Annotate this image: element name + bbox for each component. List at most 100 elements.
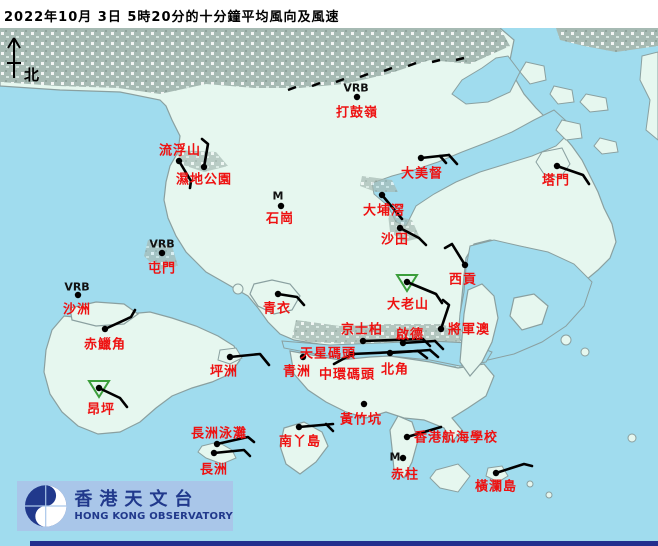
station-label-stanley: 赤柱 bbox=[390, 467, 420, 483]
wind-barb-pengchau bbox=[228, 352, 271, 367]
wind-barb-tsingyi bbox=[276, 292, 306, 307]
station-label-starferry: 天星碼頭 bbox=[299, 346, 357, 362]
station-dot-lamma bbox=[295, 423, 303, 431]
station-label-centralpier: 中環碼頭 bbox=[318, 367, 376, 383]
wind-barb-taimeituk bbox=[419, 153, 451, 160]
map-area: 北 VRB 打鼓嶺 流浮山 濕地公園 M 石崗 VRB 屯門 VRB 沙洲 赤鱲角 大美督 大埔滘 沙田 塔… bbox=[0, 28, 658, 546]
station-label-cheungchaubeach: 長洲泳灘 bbox=[190, 426, 248, 442]
station-dot-shekkong bbox=[277, 202, 285, 210]
station-label-kaitak: 啟德 bbox=[395, 327, 425, 343]
station-dot-waglan bbox=[492, 469, 500, 477]
station-label-seaschool: 香港航海學校 bbox=[413, 430, 499, 446]
stanley-peninsula bbox=[389, 415, 419, 479]
wind-barb-ngongping bbox=[97, 386, 129, 409]
station-label-wongchukhang: 黃竹坑 bbox=[339, 412, 383, 428]
wind-barb-wetlandpark bbox=[200, 137, 210, 169]
airport-island bbox=[69, 301, 140, 327]
station-dot-wongchukhang bbox=[360, 400, 368, 408]
station-label-takwuling: 打鼓嶺 bbox=[335, 105, 379, 121]
station-dot-stanley bbox=[399, 454, 407, 462]
station-dot-taimeituk bbox=[417, 154, 425, 162]
station-label-cheklapkok: 赤鱲角 bbox=[83, 337, 127, 353]
station-label-pengchau: 坪洲 bbox=[209, 364, 239, 380]
station-marker-stanley: M bbox=[389, 450, 401, 464]
islet-bluff bbox=[580, 347, 590, 357]
station-label-shachau: 沙洲 bbox=[62, 302, 92, 318]
hko-logo-bar: 香港天文台 HONG KONG OBSERVATORY bbox=[17, 481, 233, 531]
station-dot-pengchau bbox=[226, 353, 234, 361]
station-label-laufaushan: 流浮山 bbox=[158, 143, 202, 159]
station-label-tapmun: 塔門 bbox=[541, 173, 571, 189]
station-label-northpoint: 北角 bbox=[380, 362, 410, 378]
station-dot-laufaushan bbox=[175, 157, 183, 165]
ne-island-2 bbox=[549, 85, 575, 105]
station-dot-tuenmun bbox=[158, 249, 166, 257]
wind-barb-northpoint bbox=[428, 348, 440, 359]
station-dot-kingspark bbox=[359, 337, 367, 345]
hk-island bbox=[289, 350, 495, 444]
station-dot-tapmun bbox=[553, 162, 561, 170]
station-dot-seaschool bbox=[403, 433, 411, 441]
wind-barb-kaitak bbox=[401, 339, 437, 345]
taipo-urban-area bbox=[360, 176, 398, 192]
ne-island-3 bbox=[579, 93, 609, 113]
station-dot-ngongping bbox=[95, 384, 103, 392]
hko-name-chinese: 香港天文台 bbox=[74, 488, 200, 510]
station-dot-cheklapkok bbox=[101, 325, 109, 333]
station-dot-shachau bbox=[74, 291, 82, 299]
station-label-tatescairn: 大老山 bbox=[386, 297, 430, 313]
station-marker-shachau: VRB bbox=[64, 280, 90, 294]
station-dot-northpoint bbox=[386, 349, 394, 357]
islet-basalt bbox=[560, 334, 572, 346]
wind-barb-taimeituk bbox=[447, 153, 459, 166]
starling-inlet-water bbox=[451, 55, 521, 105]
wind-barb-kaitak bbox=[433, 339, 445, 351]
station-dot-takwuling bbox=[353, 93, 361, 101]
station-label-cheungchau: 長洲 bbox=[199, 462, 229, 478]
station-label-taimeituk: 大美督 bbox=[400, 166, 444, 182]
islet-se bbox=[627, 433, 637, 443]
station-dot-shatin bbox=[396, 224, 404, 232]
wind-barb-waglan bbox=[494, 462, 534, 475]
top-right-urban-area bbox=[556, 28, 658, 52]
station-dot-cheungchau bbox=[210, 449, 218, 457]
wind-barb-centralpier bbox=[332, 352, 354, 366]
station-dot-saikung bbox=[461, 261, 469, 269]
wind-barb-lamma bbox=[324, 422, 335, 433]
station-label-wetlandpark: 濕地公園 bbox=[175, 172, 233, 188]
wind-barb-tatescairn bbox=[405, 280, 444, 305]
station-label-shekkong: 石崗 bbox=[265, 211, 295, 227]
wind-barb-laufaushan bbox=[177, 159, 193, 190]
station-dot-kaitak bbox=[399, 339, 407, 347]
station-label-kingspark: 京士柏 bbox=[340, 322, 384, 338]
kausaichau-island bbox=[509, 293, 549, 331]
station-dot-greenisland bbox=[299, 353, 307, 361]
ne-island-1 bbox=[519, 61, 547, 85]
north-label: 北 bbox=[24, 66, 40, 84]
station-layer bbox=[74, 93, 591, 477]
station-label-ngongping: 昂坪 bbox=[86, 402, 116, 418]
hko-name-english: HONG KONG OBSERVATORY bbox=[74, 510, 233, 522]
tsingyi-island bbox=[249, 279, 301, 315]
islet-s1 bbox=[526, 480, 534, 488]
station-label-saikung: 西貢 bbox=[448, 272, 478, 288]
wind-barb-starferry bbox=[416, 349, 429, 360]
potoi-island bbox=[429, 463, 471, 493]
station-label-tuenmun: 屯門 bbox=[147, 261, 177, 277]
north-arrow-icon bbox=[7, 37, 21, 78]
station-dot-tsingyi bbox=[274, 290, 282, 298]
station-label-taipokau: 大埔滘 bbox=[362, 203, 406, 219]
hong-kong-map bbox=[0, 28, 658, 546]
wind-barb-cheungchaubeach bbox=[215, 435, 256, 446]
hko-logo-icon bbox=[24, 485, 67, 527]
station-dot-tseungkwano bbox=[437, 325, 445, 333]
yuenlong-urban-area bbox=[176, 150, 228, 172]
station-label-shatin: 沙田 bbox=[380, 232, 410, 248]
wind-barb-shatin bbox=[398, 226, 428, 247]
wind-barb-kingspark bbox=[361, 337, 425, 343]
ne-island-5 bbox=[593, 137, 619, 155]
tapmun-island bbox=[535, 147, 571, 179]
wind-barb-seaschool bbox=[405, 425, 443, 439]
wind-barb-northpoint bbox=[388, 348, 432, 355]
